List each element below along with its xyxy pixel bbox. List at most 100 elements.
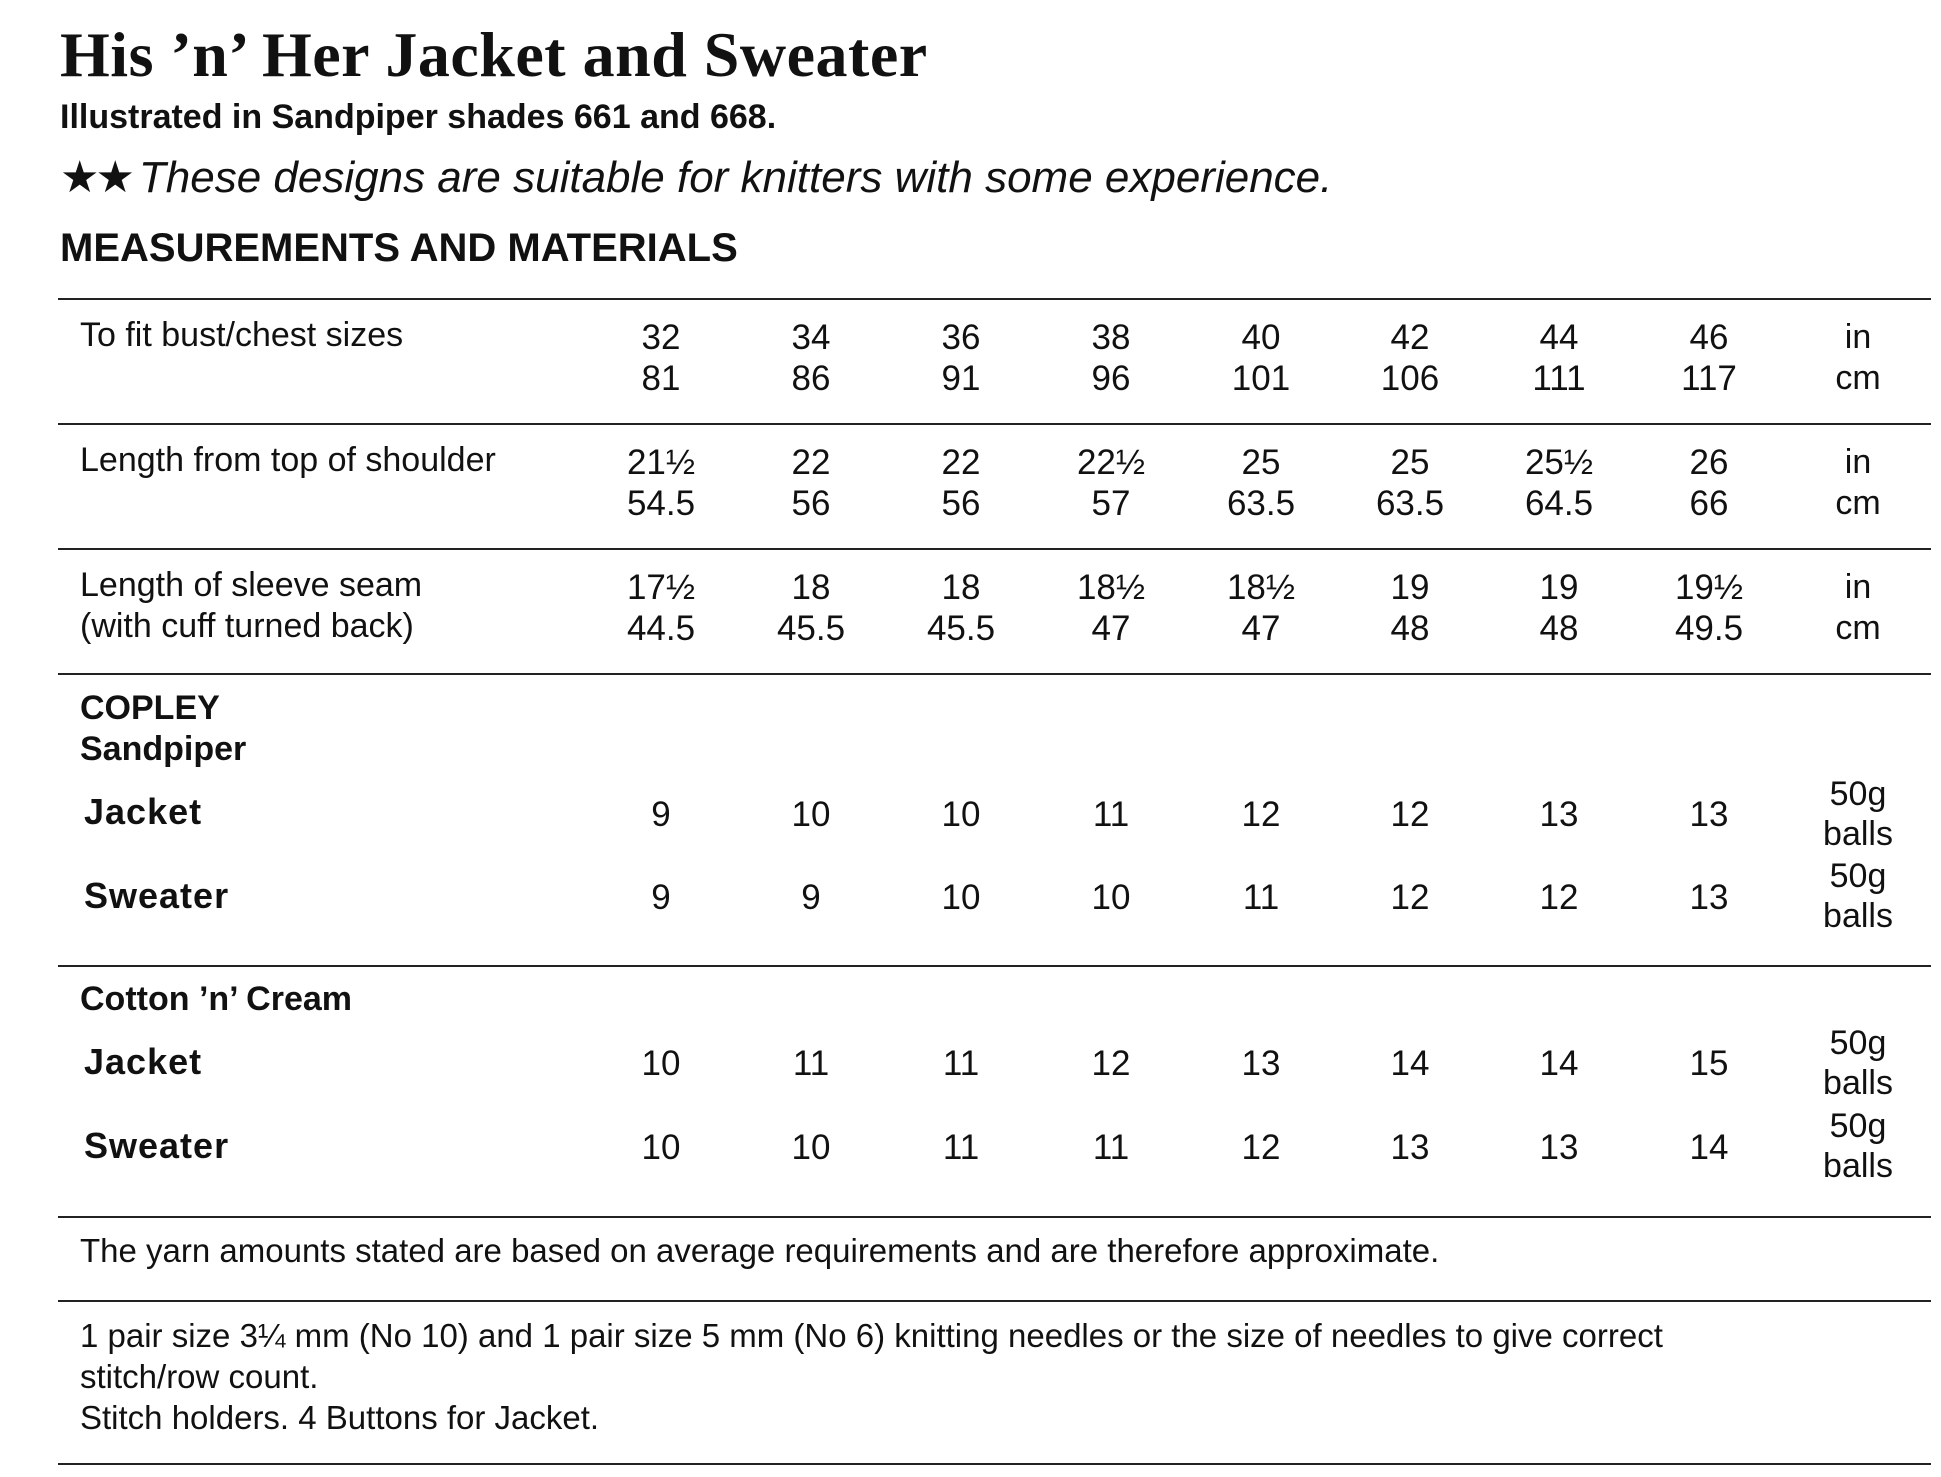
cell: 10 — [941, 795, 981, 834]
cell: 25½ — [1524, 443, 1594, 482]
cell: 10 — [791, 1128, 831, 1167]
cell: 13 — [1390, 1128, 1430, 1167]
unit-in: in — [1844, 318, 1872, 356]
garment-label-sweater: Sweater — [84, 875, 230, 916]
cell: 15 — [1689, 1044, 1729, 1083]
yarn-amount-note: The yarn amounts stated are based on ave… — [80, 1232, 1440, 1269]
subtitle: Illustrated in Sandpiper shades 661 and … — [60, 98, 777, 136]
cell: 64.5 — [1524, 484, 1594, 523]
cell: 9 — [651, 795, 671, 834]
cell: 11 — [1092, 795, 1130, 834]
cell: 10 — [641, 1044, 681, 1083]
cell: 22 — [791, 443, 831, 482]
cell: 91 — [941, 359, 981, 398]
cell: 46 — [1689, 318, 1729, 357]
cell: 34 — [791, 318, 831, 357]
cell: 18 — [791, 568, 831, 607]
cell: 106 — [1380, 359, 1440, 398]
unit-balls: balls — [1823, 815, 1893, 853]
cell: 11 — [1242, 878, 1280, 917]
cell: 111 — [1532, 359, 1586, 398]
cell: 56 — [941, 484, 981, 523]
unit-balls: balls — [1823, 1064, 1893, 1102]
cell: 48 — [1390, 609, 1430, 648]
yarn-subheading: Sandpiper — [80, 730, 247, 768]
row-label: Length of sleeve seam — [80, 566, 423, 604]
cell: 47 — [1241, 609, 1281, 648]
divider — [58, 965, 1931, 967]
divider — [58, 1300, 1931, 1302]
cell: 47 — [1091, 609, 1131, 648]
cell: 25 — [1390, 443, 1430, 482]
garment-label-jacket: Jacket — [84, 1041, 203, 1082]
needles-line-2: stitch/row count. — [80, 1358, 319, 1395]
cell: 12 — [1241, 795, 1281, 834]
cell: 9 — [651, 878, 671, 917]
cell: 56 — [791, 484, 831, 523]
cell: 11 — [942, 1044, 980, 1083]
unit-weight: 50g — [1829, 1107, 1887, 1145]
cell: 13 — [1539, 795, 1579, 834]
cell: 57 — [1091, 484, 1131, 523]
section-heading: MEASUREMENTS AND MATERIALS — [60, 226, 738, 270]
cell: 14 — [1390, 1044, 1430, 1083]
cell: 12 — [1539, 878, 1579, 917]
difficulty-text: These designs are suitable for knitters … — [138, 153, 1333, 202]
unit-balls: balls — [1823, 897, 1893, 935]
cell: 13 — [1241, 1044, 1281, 1083]
cell: 13 — [1689, 795, 1729, 834]
garment-label-jacket: Jacket — [84, 791, 203, 832]
cell: 44 — [1539, 318, 1579, 357]
cell: 10 — [941, 878, 981, 917]
cell: 10 — [1091, 878, 1131, 917]
divider — [58, 673, 1931, 675]
divider — [58, 1463, 1931, 1465]
cell: 21½ — [626, 443, 696, 482]
row-label-note: (with cuff turned back) — [80, 607, 414, 645]
yarn-heading: COPLEY — [80, 689, 220, 727]
yarn-heading: Cotton ’n’ Cream — [80, 980, 353, 1018]
unit-balls: balls — [1823, 1147, 1893, 1185]
divider — [58, 298, 1931, 300]
row-label: Length from top of shoulder — [80, 441, 496, 479]
cell: 101 — [1231, 359, 1291, 398]
cell: 36 — [941, 318, 981, 357]
row-label: To fit bust/chest sizes — [80, 316, 404, 354]
cell: 44.5 — [626, 609, 696, 648]
cell: 19½ — [1674, 568, 1744, 607]
needles-line-1: 1 pair size 3¼ mm (No 10) and 1 pair siz… — [80, 1317, 1663, 1354]
cell: 32 — [641, 318, 681, 357]
cell: 19 — [1539, 568, 1579, 607]
cell: 12 — [1091, 1044, 1131, 1083]
unit-weight: 50g — [1829, 857, 1887, 895]
garment-label-sweater: Sweater — [84, 1125, 230, 1166]
cell: 63.5 — [1226, 484, 1296, 523]
cell: 18 — [941, 568, 981, 607]
cell: 12 — [1390, 795, 1430, 834]
difficulty-stars-icon: ★★ — [60, 153, 135, 202]
cell: 49.5 — [1674, 609, 1744, 648]
cell: 12 — [1390, 878, 1430, 917]
cell: 81 — [641, 359, 681, 398]
cell: 12 — [1241, 1128, 1281, 1167]
cell: 11 — [942, 1128, 980, 1167]
cell: 48 — [1539, 609, 1579, 648]
notions-line: Stitch holders. 4 Buttons for Jacket. — [80, 1399, 600, 1436]
cell: 54.5 — [626, 484, 696, 523]
unit-cm: cm — [1835, 359, 1881, 397]
unit-cm: cm — [1835, 609, 1881, 647]
cell: 66 — [1689, 484, 1729, 523]
cell: 18½ — [1226, 568, 1296, 607]
difficulty-note: ★★ These designs are suitable for knitter… — [60, 152, 1332, 203]
cell: 14 — [1539, 1044, 1579, 1083]
cell: 117 — [1681, 359, 1737, 398]
cell: 18½ — [1076, 568, 1146, 607]
cell: 22½ — [1076, 443, 1146, 482]
cell: 17½ — [626, 568, 696, 607]
cell: 11 — [1092, 1128, 1130, 1167]
cell: 13 — [1539, 1128, 1579, 1167]
cell: 25 — [1241, 443, 1281, 482]
cell: 22 — [941, 443, 981, 482]
cell: 19 — [1390, 568, 1430, 607]
